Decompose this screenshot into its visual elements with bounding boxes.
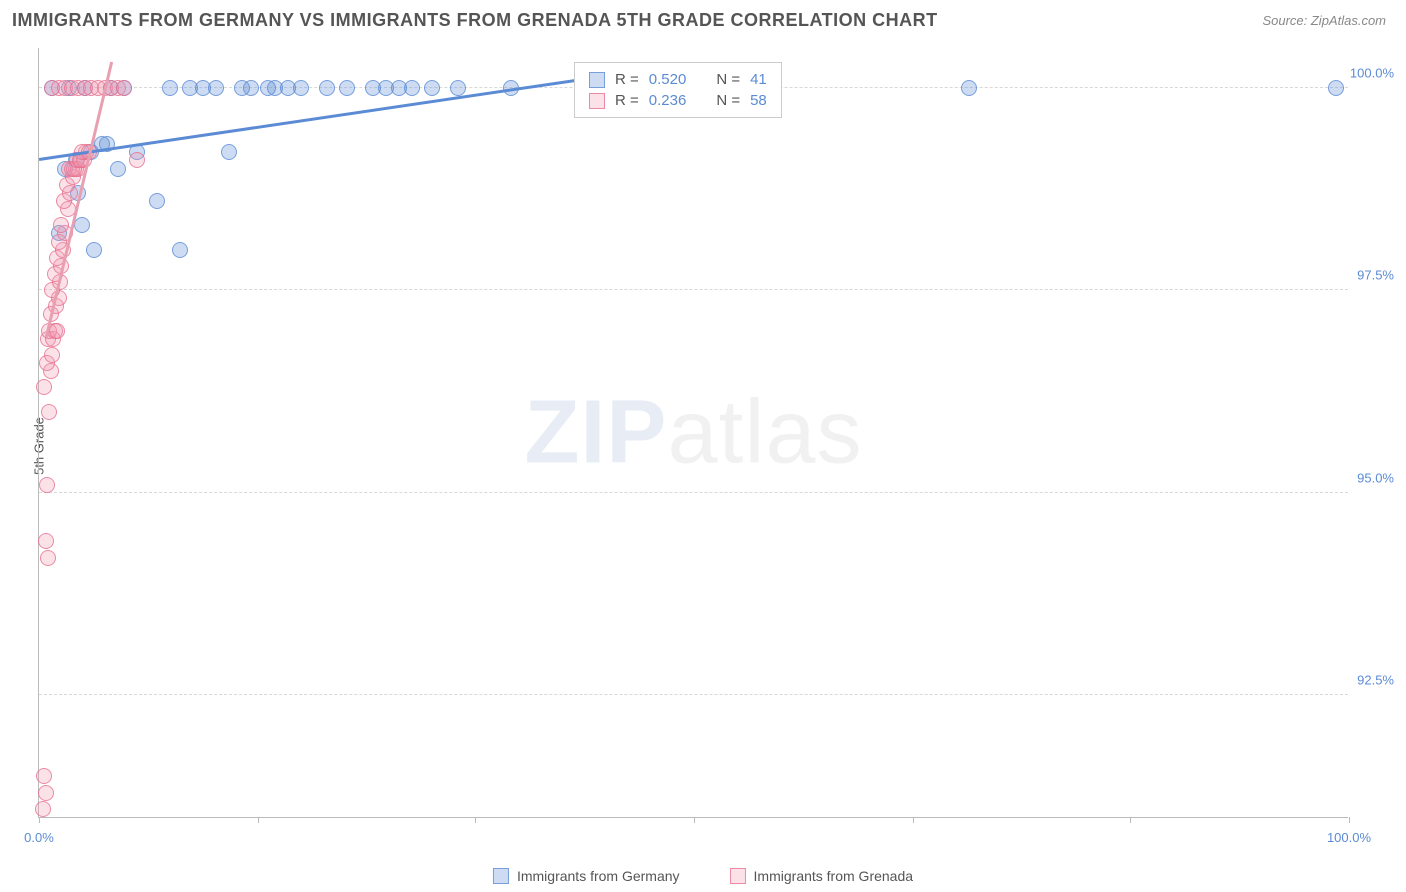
data-point [36,768,52,784]
x-tick-label: 0.0% [24,830,54,845]
trend-line [44,62,112,338]
legend-swatch-grenada [730,868,746,884]
x-tick [913,817,914,823]
data-point [86,242,102,258]
stats-r-value: 0.520 [649,71,687,88]
data-point [450,80,466,96]
data-point [49,323,65,339]
data-point [38,533,54,549]
data-point [38,785,54,801]
chart-header: IMMIGRANTS FROM GERMANY VS IMMIGRANTS FR… [0,0,1406,31]
y-tick-label: 95.0% [1357,470,1394,485]
watermark-zip: ZIP [524,382,667,482]
data-point [424,80,440,96]
data-point [162,80,178,96]
gridline [39,694,1348,695]
data-point [129,152,145,168]
data-point [40,550,56,566]
data-point [319,80,335,96]
legend-item-germany: Immigrants from Germany [493,868,680,884]
stats-n-label: N = [716,92,740,109]
y-tick-label: 97.5% [1357,268,1394,283]
stats-row: R = 0.520 N = 41 [589,69,767,90]
data-point [172,242,188,258]
data-point [293,80,309,96]
stats-n-label: N = [716,71,740,88]
data-point [39,477,55,493]
data-point [404,80,420,96]
legend-item-grenada: Immigrants from Grenada [730,868,914,884]
x-tick [39,817,40,823]
data-point [41,404,57,420]
x-tick-label: 100.0% [1327,830,1371,845]
stats-r-value: 0.236 [649,92,687,109]
data-point [221,144,237,160]
data-point [116,80,132,96]
data-point [339,80,355,96]
stats-n-value: 58 [750,92,767,109]
data-point [208,80,224,96]
y-tick-label: 100.0% [1350,65,1394,80]
data-point [243,80,259,96]
stats-box: R = 0.520 N = 41 R = 0.236 N = 58 [574,62,782,118]
source-label: Source: ZipAtlas.com [1262,13,1386,28]
stats-swatch [589,72,605,88]
x-tick [1130,817,1131,823]
chart-title: IMMIGRANTS FROM GERMANY VS IMMIGRANTS FR… [12,10,938,31]
legend-label-germany: Immigrants from Germany [517,868,680,884]
data-point [149,193,165,209]
data-point [35,801,51,817]
bottom-legend: Immigrants from Germany Immigrants from … [493,868,913,884]
stats-swatch [589,93,605,109]
watermark-atlas: atlas [667,382,862,482]
x-tick [475,817,476,823]
x-tick [1349,817,1350,823]
x-tick [258,817,259,823]
data-point [53,217,69,233]
legend-swatch-germany [493,868,509,884]
x-tick [694,817,695,823]
stats-r-label: R = [615,71,639,88]
data-point [1328,80,1344,96]
data-point [44,347,60,363]
gridline [39,492,1348,493]
scatter-chart: ZIPatlas 92.5%95.0%97.5%100.0%0.0%100.0%… [38,48,1348,818]
y-tick-label: 92.5% [1357,673,1394,688]
stats-row: R = 0.236 N = 58 [589,90,767,111]
watermark: ZIPatlas [524,381,862,484]
stats-r-label: R = [615,92,639,109]
stats-n-value: 41 [750,71,767,88]
data-point [110,161,126,177]
data-point [36,379,52,395]
legend-label-grenada: Immigrants from Grenada [754,868,914,884]
gridline [39,289,1348,290]
data-point [961,80,977,96]
data-point [74,217,90,233]
